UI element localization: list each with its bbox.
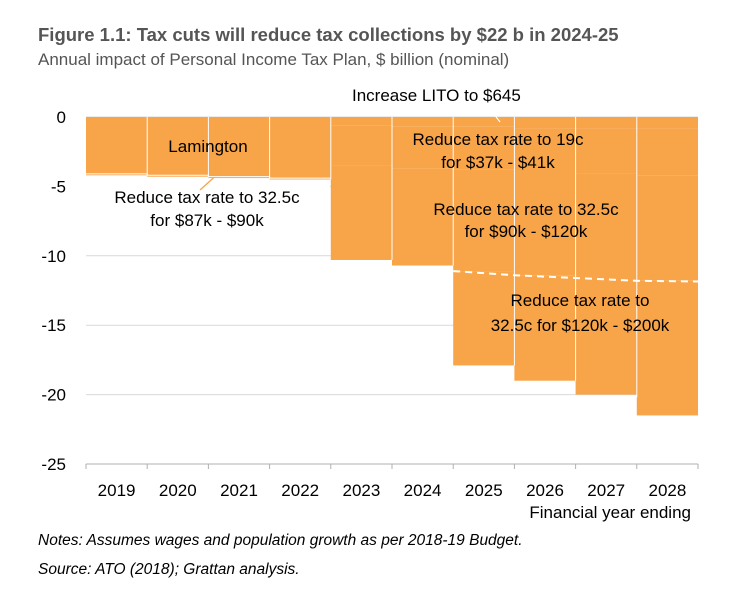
bar-segment-32-5c-87k-90k <box>86 173 148 176</box>
bars-layer <box>86 117 699 416</box>
bar-segment-32-5c-120k-200k <box>636 280 698 416</box>
y-tick-label: -10 <box>41 247 66 266</box>
y-tick-label: -20 <box>41 386 66 405</box>
annotation: Reduce tax rate to 32.5c for $120k - $200… <box>491 291 670 335</box>
y-tick-label: 0 <box>57 108 66 127</box>
y-tick-label: -15 <box>41 316 66 335</box>
annotation-line-1: Reduce tax rate to 32.5c <box>433 200 619 219</box>
bar-segment-32-5c-120k-200k <box>514 275 576 381</box>
bar-segment-32-5c-120k-200k <box>453 271 515 366</box>
annotation-line-1: Reduce tax rate to <box>511 291 650 310</box>
x-tick-label: 2024 <box>404 481 442 500</box>
annotation-leader <box>199 176 215 191</box>
annotation-backdrop <box>350 84 560 106</box>
x-tick-label: 2027 <box>587 481 625 500</box>
chart-notes: Notes: Assumes wages and population grow… <box>38 532 523 549</box>
lamington-separator <box>86 173 331 179</box>
bar-segment-lito <box>330 117 392 126</box>
x-tick-label: 2020 <box>159 481 197 500</box>
bar-segment-lito <box>636 117 698 129</box>
bar-segment-32-5c-90k-120k <box>392 168 454 266</box>
bar-segment-lamington <box>147 117 209 176</box>
x-tick-label: 2026 <box>526 481 564 500</box>
dashed-segment-separator <box>453 270 699 283</box>
x-tick-label: 2023 <box>342 481 380 500</box>
bar-segment-lamington <box>208 117 270 177</box>
annotation-line-1: Lamington <box>168 137 247 156</box>
bar-segment-19c-37k-41k <box>453 126 515 170</box>
x-tick-label: 2022 <box>281 481 319 500</box>
bar-segment-32-5c-90k-120k <box>330 165 392 260</box>
bar-segment-lamington <box>269 117 331 179</box>
bar-segment-19c-37k-41k <box>636 128 698 176</box>
bar-segment-lito <box>392 117 454 127</box>
bar-segment-32-5c-87k-90k <box>147 175 209 177</box>
bar-segment-32-5c-90k-120k <box>575 173 637 279</box>
y-tick-label: -25 <box>41 455 66 474</box>
bar-segment-32-5c-87k-90k <box>208 176 270 179</box>
annotation-layer: Increase LITO to $645 Lamington Reduce tax… <box>82 84 670 335</box>
annotation-line-1: Reduce tax rate to 19c <box>412 130 584 149</box>
bar-segment-32-5c-90k-120k <box>453 169 515 272</box>
bar-segment-19c-37k-41k <box>330 125 392 166</box>
annotation-line-2: 32.5c for $120k - $200k <box>491 316 670 335</box>
chart-source: Source: ATO (2018); Grattan analysis. <box>38 561 300 578</box>
y-tick-label: -5 <box>51 177 66 196</box>
bar-segment-19c-37k-41k <box>575 128 637 174</box>
bar-chart: 0 -5 -10 -15 -20 -25 2019 2020 2021 2022 2023 2024 2… <box>41 84 699 522</box>
bar-segment-32-5c-87k-90k <box>269 178 331 180</box>
annotation: Reduce tax rate to 19c for $37k - $41k <box>412 130 584 172</box>
chart-subtitle: Annual impact of Personal Income Tax Pla… <box>38 50 510 69</box>
annotation-backdrop <box>82 184 330 234</box>
bar-segment-lito <box>514 117 576 129</box>
bar-segment-19c-37k-41k <box>514 128 576 173</box>
bar-segment-lamington <box>86 117 148 174</box>
annotation: Reduce tax rate to 32.5c for $90k - $120k <box>433 200 619 241</box>
axis-layer: 0 -5 -10 -15 -20 -25 2019 2020 2021 2022 2023 2024 2… <box>41 108 699 500</box>
bar-segment-lito <box>453 117 515 127</box>
x-tick-label: 2028 <box>648 481 686 500</box>
bar-segment-lito <box>575 117 637 129</box>
bar-segment-19c-37k-41k <box>392 126 454 169</box>
x-axis-title: Financial year ending <box>529 503 691 522</box>
annotation-line-2: for $90k - $120k <box>465 222 588 241</box>
bar-segment-32-5c-90k-120k <box>514 172 576 276</box>
x-tick-label: 2025 <box>465 481 503 500</box>
bar-segment-32-5c-90k-120k <box>636 175 698 281</box>
annotation-line-1: Increase LITO to $645 <box>352 86 521 105</box>
x-tick-label: 2021 <box>220 481 258 500</box>
annotation: Increase LITO to $645 <box>352 86 521 105</box>
annotation-line-2: for $37k - $41k <box>441 153 555 172</box>
annotation-leader <box>483 100 501 123</box>
annotation: Reduce tax rate to 32.5c for $87k - $90k <box>114 188 300 230</box>
annotation-line-2: for $87k - $90k <box>150 211 264 230</box>
bar-segment-32-5c-120k-200k <box>575 278 637 395</box>
chart-title: Figure 1.1: Tax cuts will reduce tax col… <box>38 24 619 45</box>
annotation-line-1: Reduce tax rate to 32.5c <box>114 188 300 207</box>
x-tick-label: 2019 <box>98 481 136 500</box>
annotation: Lamington <box>168 137 247 156</box>
